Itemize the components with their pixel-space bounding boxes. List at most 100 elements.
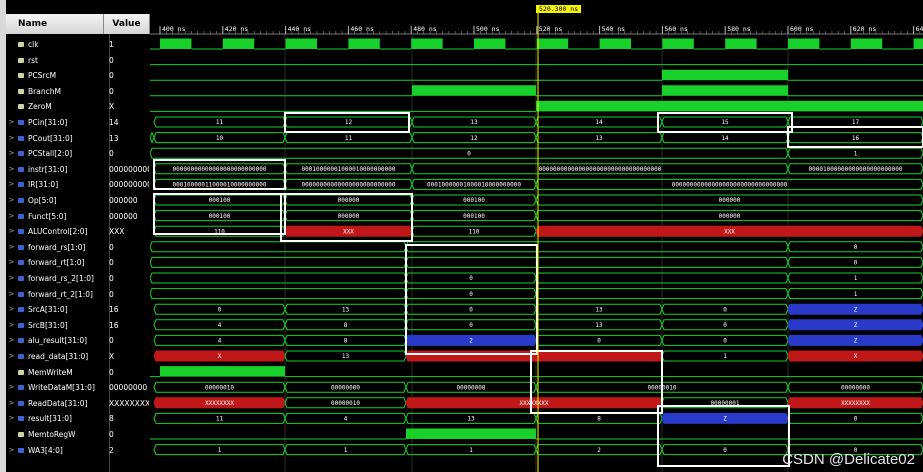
signal-row[interactable]: clk 1 — [6, 37, 150, 52]
expand-chevron-icon[interactable]: > — [8, 227, 15, 236]
signal-value: 0 — [109, 336, 114, 346]
signal-value: 2 — [109, 445, 114, 455]
bus-segment — [787, 303, 923, 315]
expand-chevron-icon[interactable]: > — [8, 164, 15, 173]
signal-row[interactable]: > SrcA[31:0] 16 — [6, 302, 150, 317]
bus-value-label: 13 — [467, 416, 475, 423]
bus-value-label: 14 — [595, 119, 603, 126]
expand-chevron-icon[interactable]: > — [8, 274, 15, 282]
bus-value-label: Z — [723, 416, 727, 423]
highlight-box — [530, 350, 663, 414]
timeline-label: 500 ns — [476, 25, 500, 33]
bus-value-label: 000100 — [209, 213, 231, 220]
bus-signal-icon — [18, 244, 24, 250]
bus-value-label: 13 — [342, 353, 350, 360]
bus-value-label: 13 — [342, 306, 350, 313]
signal-row[interactable]: > forward_rs[1:0] 0 — [6, 240, 150, 255]
bus-value-label: 4 — [218, 338, 222, 345]
bit-high-segment — [285, 39, 317, 49]
signal-name: SrcB[31:0] — [28, 320, 68, 330]
expand-chevron-icon[interactable]: > — [8, 258, 15, 267]
signal-row[interactable]: > PCout[31:0] 13 — [6, 131, 150, 146]
bus-value-label: 2 — [597, 447, 601, 454]
expand-chevron-icon[interactable]: > — [8, 180, 15, 189]
signal-row[interactable]: rst 0 — [6, 53, 150, 68]
expand-chevron-icon[interactable]: > — [8, 352, 15, 360]
signal-row[interactable]: MemtoRegW 0 — [6, 427, 150, 442]
signal-name: forward_rs_2[1:0] — [28, 274, 94, 283]
signal-row[interactable]: > Funct[5:0] 000000 — [6, 209, 150, 224]
expand-chevron-icon[interactable]: > — [8, 336, 15, 345]
bus-signal-icon — [18, 338, 24, 344]
bit-high-segment — [536, 101, 662, 112]
bus-value-label: 000000 — [719, 197, 741, 204]
expand-chevron-icon[interactable]: > — [8, 414, 15, 423]
signal-name: PCStall[2:0] — [28, 149, 73, 159]
signal-name: ReadData[31:0] — [28, 398, 88, 408]
bus-segment — [787, 288, 923, 300]
bus-value-label: 8 — [344, 322, 348, 329]
wire-signal-icon — [18, 42, 24, 47]
signal-row[interactable]: > ALUControl[2:0] XXX — [6, 224, 150, 239]
signal-row[interactable]: > IR[31:0] 000000000 — [6, 177, 150, 192]
signal-row[interactable]: ZeroM X — [6, 99, 150, 114]
signal-row[interactable]: > alu_result[31:0] 0 — [6, 333, 150, 348]
signal-row[interactable]: > WriteDataM[31:0] 00000000 — [6, 380, 150, 395]
bus-segment — [787, 241, 923, 253]
signal-row[interactable]: > read_data[31:0] X — [6, 349, 150, 364]
signal-name: clk — [28, 40, 39, 49]
signal-row[interactable]: > ReadData[31:0] XXXXXXXX — [6, 396, 150, 411]
expand-chevron-icon[interactable]: > — [8, 242, 15, 251]
bus-value-label: 00001000000000000000000000 — [809, 166, 903, 173]
bit-high-segment — [406, 429, 536, 439]
signal-name: ZeroM — [28, 102, 52, 112]
signal-row[interactable]: > forward_rs_2[1:0] 0 — [6, 271, 150, 286]
column-separator[interactable] — [109, 34, 110, 472]
bus-signal-icon — [18, 447, 24, 453]
bus-value-label: 1 — [723, 353, 727, 360]
bit-high-segment — [725, 39, 757, 49]
bus-value-label: 1 — [218, 447, 222, 454]
signal-row[interactable]: > instr[31:0] 000000000 — [6, 162, 150, 177]
signal-name-panel: Name Value clk 1 rst 0 PCSrcM 0 BranchM 0 ZeroM X… — [6, 0, 150, 472]
signal-row[interactable]: > SrcB[31:0] 16 — [6, 318, 150, 333]
bus-value-label: 11 — [216, 416, 224, 423]
expand-chevron-icon[interactable]: > — [8, 305, 15, 314]
timeline-label: 560 ns — [664, 25, 688, 33]
signal-row[interactable]: > result[31:0] 8 — [6, 411, 150, 426]
value-column-header[interactable]: Value — [104, 14, 150, 34]
expand-chevron-icon[interactable]: > — [8, 118, 15, 126]
expand-chevron-icon[interactable]: > — [8, 383, 15, 392]
signal-row[interactable]: > PCin[31:0] 14 — [6, 115, 150, 130]
signal-row[interactable]: > forward_rt_2[1:0] 0 — [6, 287, 150, 302]
waveform-canvas[interactable]: 400 ns 420 ns 440 ns 460 ns 480 ns 500 ns 520 … — [150, 0, 923, 472]
signal-row[interactable]: > Op[5:0] 000000 — [6, 193, 150, 208]
bus-value-label: 00000001 — [711, 400, 740, 407]
signal-value: 1 — [109, 40, 114, 49]
signal-row[interactable]: > PCStall[2:0] 0 — [6, 146, 150, 161]
signal-row[interactable]: PCSrcM 0 — [6, 68, 150, 83]
bus-value-label: 0 — [469, 275, 473, 282]
expand-chevron-icon[interactable]: > — [8, 133, 15, 142]
expand-chevron-icon[interactable]: > — [8, 445, 15, 454]
bit-high-segment — [474, 39, 506, 49]
bus-signal-icon — [18, 385, 24, 391]
expand-chevron-icon[interactable]: > — [8, 398, 15, 407]
signal-row[interactable]: MemWriteM 0 — [6, 365, 150, 380]
expand-chevron-icon[interactable]: > — [8, 211, 15, 220]
bit-high-segment — [536, 39, 569, 49]
name-column-header[interactable]: Name — [6, 14, 104, 34]
signal-name: rst — [28, 55, 38, 65]
signal-row[interactable]: > WA3[4:0] 2 — [6, 443, 150, 458]
signal-row[interactable]: BranchM 0 — [6, 84, 150, 99]
expand-chevron-icon[interactable]: > — [8, 320, 15, 329]
waveform-area[interactable]: 400 ns 420 ns 440 ns 460 ns 480 ns 500 ns 520 … — [150, 0, 923, 472]
bus-value-label: 0 — [469, 322, 473, 329]
bus-value-label: 0 — [723, 447, 727, 454]
signal-row[interactable]: > forward_rt[1:0] 0 — [6, 255, 150, 270]
expand-chevron-icon[interactable]: > — [8, 289, 15, 298]
expand-chevron-icon[interactable]: > — [8, 196, 15, 204]
bus-value-label: 11 — [345, 135, 353, 142]
highlight-box — [657, 405, 790, 467]
expand-chevron-icon[interactable]: > — [8, 149, 15, 158]
